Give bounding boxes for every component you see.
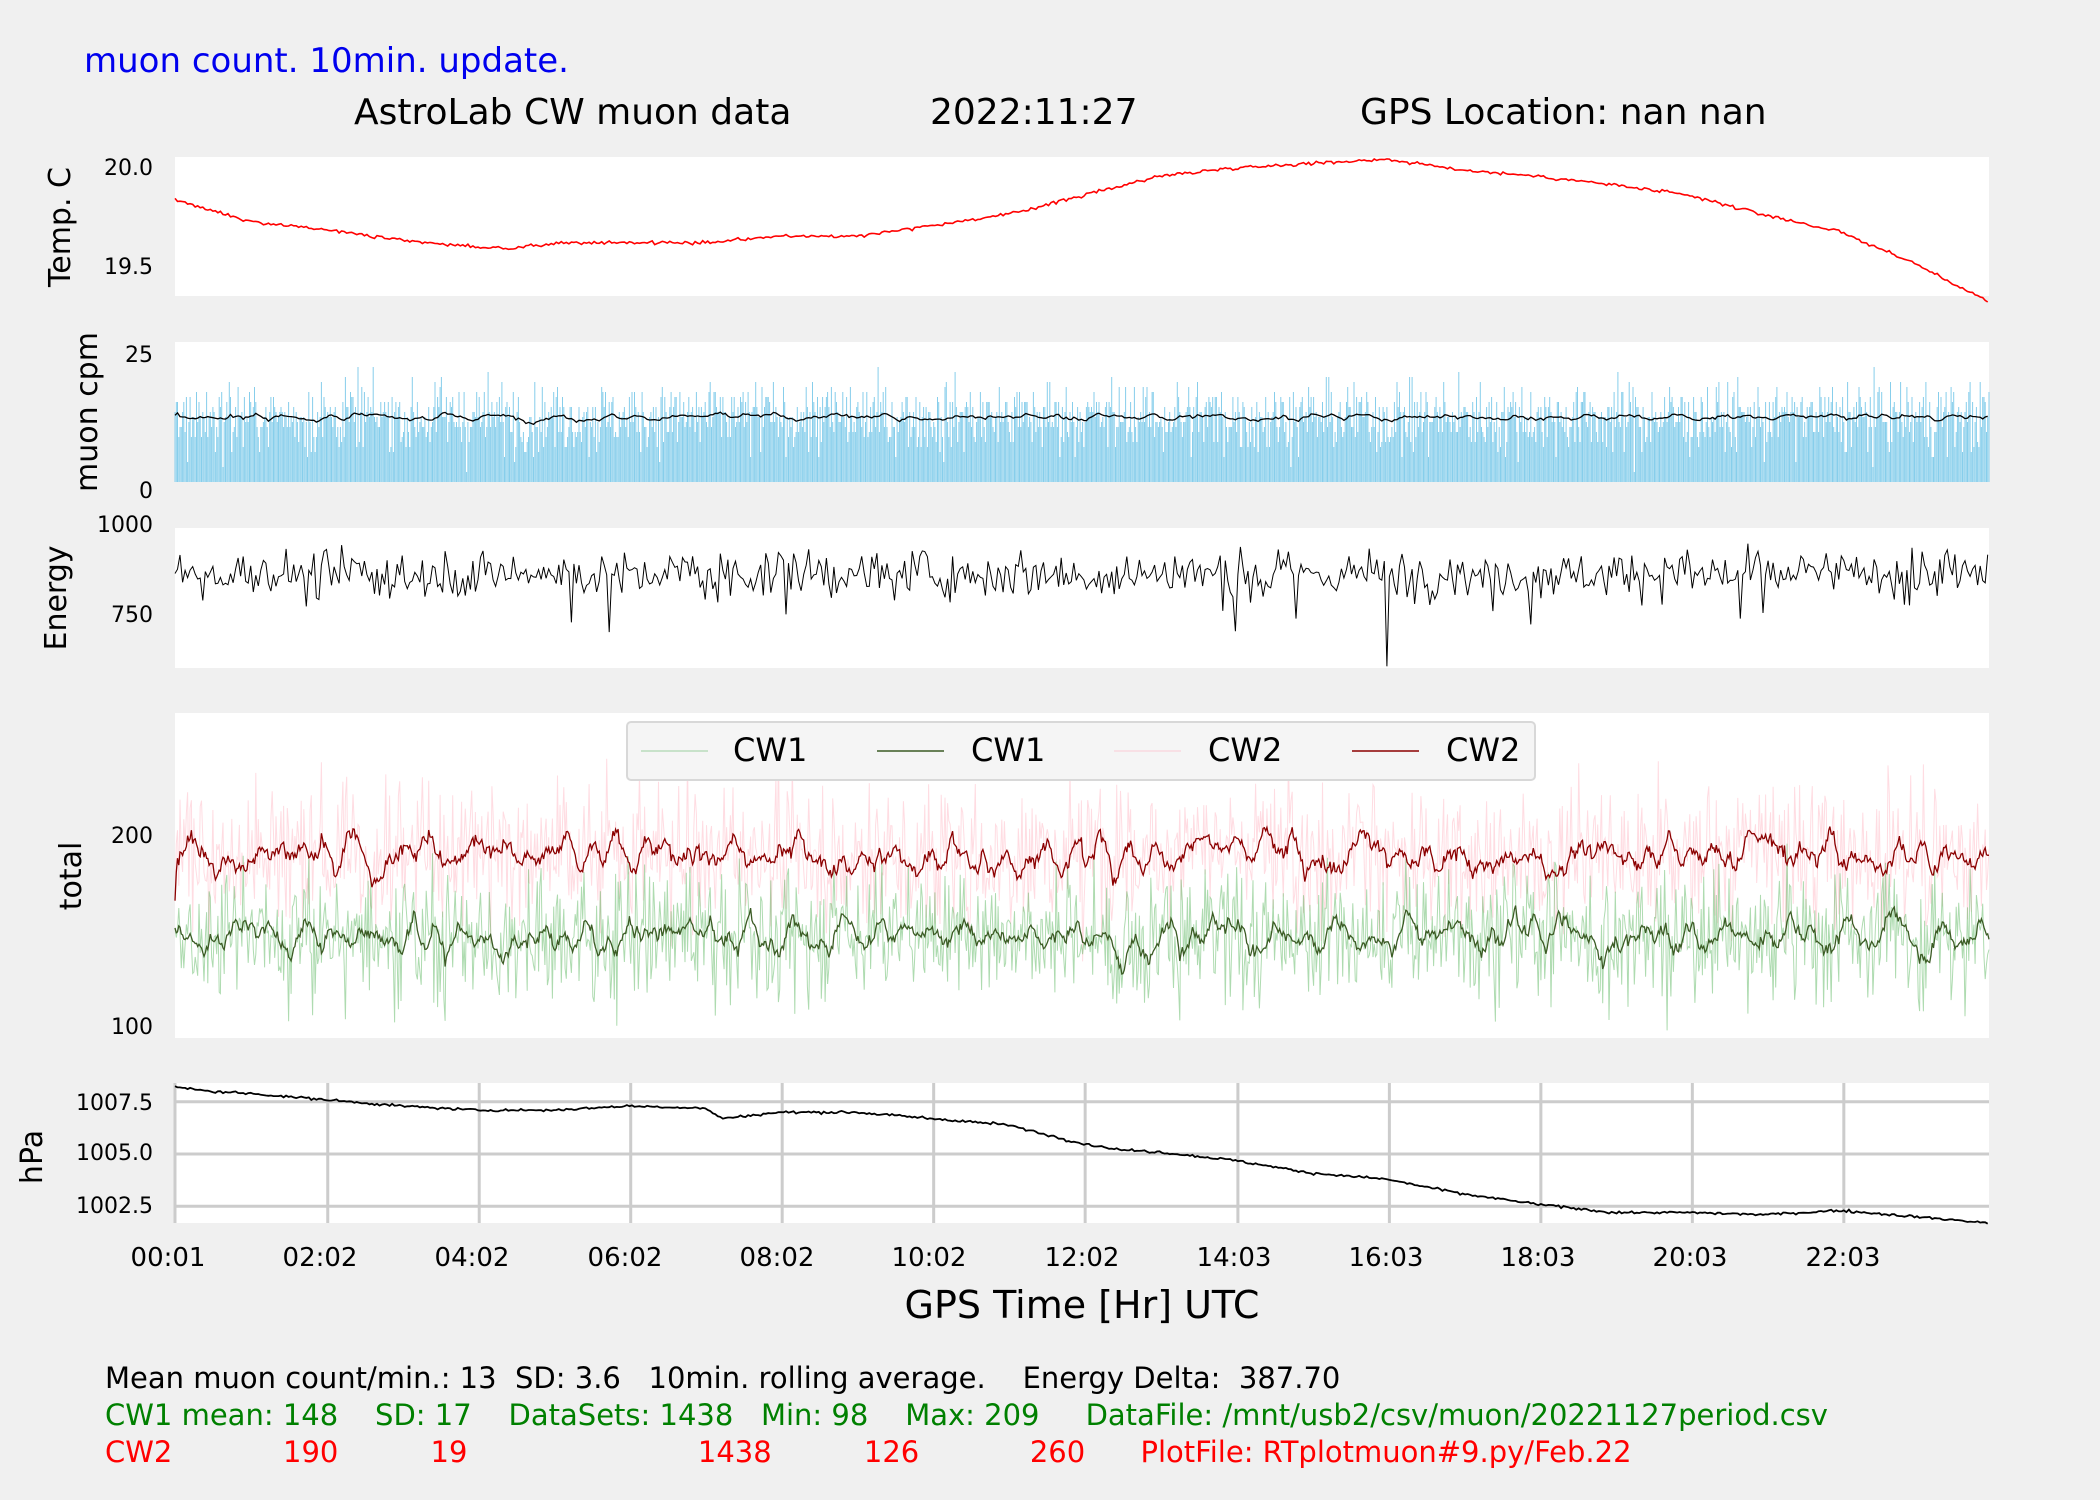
temp-line bbox=[174, 158, 1989, 303]
line-series bbox=[174, 158, 1990, 1225]
pressure-ytick-label: 1002.5 bbox=[76, 1194, 153, 1219]
xtick-label: 10:02 bbox=[892, 1243, 967, 1273]
total-ylabel: total bbox=[54, 842, 89, 911]
legend-label-cw2-avg: CW2 bbox=[1446, 731, 1520, 769]
xtick-label: 16:03 bbox=[1349, 1243, 1424, 1273]
energy-ytick-label: 750 bbox=[111, 603, 153, 628]
pressure-ytick-label: 1007.5 bbox=[76, 1091, 153, 1116]
xtick-label: 18:03 bbox=[1501, 1243, 1576, 1273]
x-axis-label: GPS Time [Hr] UTC bbox=[905, 1283, 1260, 1327]
legend-label-cw2-raw: CW2 bbox=[1208, 731, 1282, 769]
xtick-label: 22:03 bbox=[1806, 1243, 1881, 1273]
xtick-label: 06:02 bbox=[588, 1243, 663, 1273]
xtick-label: 14:03 bbox=[1197, 1243, 1272, 1273]
xtick-label: 04:02 bbox=[435, 1243, 510, 1273]
muon-rolling-average-line bbox=[174, 411, 1988, 426]
cw2-average-line bbox=[174, 825, 1990, 901]
temp-ytick-label: 20.0 bbox=[104, 156, 153, 181]
chart-subtitle: muon count. 10min. update. bbox=[84, 41, 569, 81]
legend: CW1 CW1 CW2 CW2 bbox=[626, 721, 1536, 781]
legend-label-cw1-raw: CW1 bbox=[733, 731, 807, 769]
stats-line-cw2: CW2 190 19 1438 126 260 PlotFile: RTplot… bbox=[105, 1435, 1632, 1469]
pressure-ylabel: hPa bbox=[15, 1130, 50, 1184]
temp-ytick-label: 19.5 bbox=[104, 255, 153, 280]
xtick-label: 20:03 bbox=[1653, 1243, 1728, 1273]
energy-ylabel: Energy bbox=[39, 545, 74, 650]
xtick-label: 02:02 bbox=[283, 1243, 358, 1273]
muon-ylabel: muon cpm bbox=[70, 332, 105, 492]
muon-plot-area bbox=[175, 342, 1989, 482]
cw2-raw-series bbox=[174, 749, 1990, 962]
gps-location: GPS Location: nan nan bbox=[1360, 92, 1767, 133]
xtick-label: 00:01 bbox=[131, 1243, 206, 1273]
muon-bars bbox=[174, 367, 1990, 482]
temp-plot-area bbox=[175, 157, 1989, 296]
total-ytick-label: 100 bbox=[111, 1015, 153, 1040]
muon-ytick-label: 0 bbox=[139, 479, 153, 504]
stats-line-muon: Mean muon count/min.: 13 SD: 3.6 10min. … bbox=[105, 1361, 1341, 1395]
energy-ytick-label: 1000 bbox=[97, 513, 153, 538]
pressure-line bbox=[174, 1085, 1989, 1225]
total-ytick-label: 200 bbox=[111, 824, 153, 849]
cw2-raw-line bbox=[174, 749, 1990, 962]
energy-plot-area bbox=[175, 528, 1989, 668]
pressure-grid bbox=[173, 1083, 1989, 1223]
muon-ytick-label: 25 bbox=[125, 343, 153, 368]
xtick-label: 12:02 bbox=[1045, 1243, 1120, 1273]
cw1-average-line bbox=[174, 905, 1990, 975]
chart-date: 2022:11:27 bbox=[930, 92, 1138, 133]
energy-line bbox=[174, 543, 1989, 667]
stats-line-cw1: CW1 mean: 148 SD: 17 DataSets: 1438 Min:… bbox=[105, 1398, 1828, 1432]
temp-ylabel: Temp. C bbox=[43, 167, 78, 288]
legend-box bbox=[626, 721, 1536, 781]
xtick-label: 08:02 bbox=[740, 1243, 815, 1273]
muon-bar-series bbox=[174, 367, 1990, 482]
legend-label-cw1-avg: CW1 bbox=[971, 731, 1045, 769]
pressure-ytick-label: 1005.0 bbox=[76, 1141, 153, 1166]
chart-title: AstroLab CW muon data bbox=[354, 92, 791, 133]
